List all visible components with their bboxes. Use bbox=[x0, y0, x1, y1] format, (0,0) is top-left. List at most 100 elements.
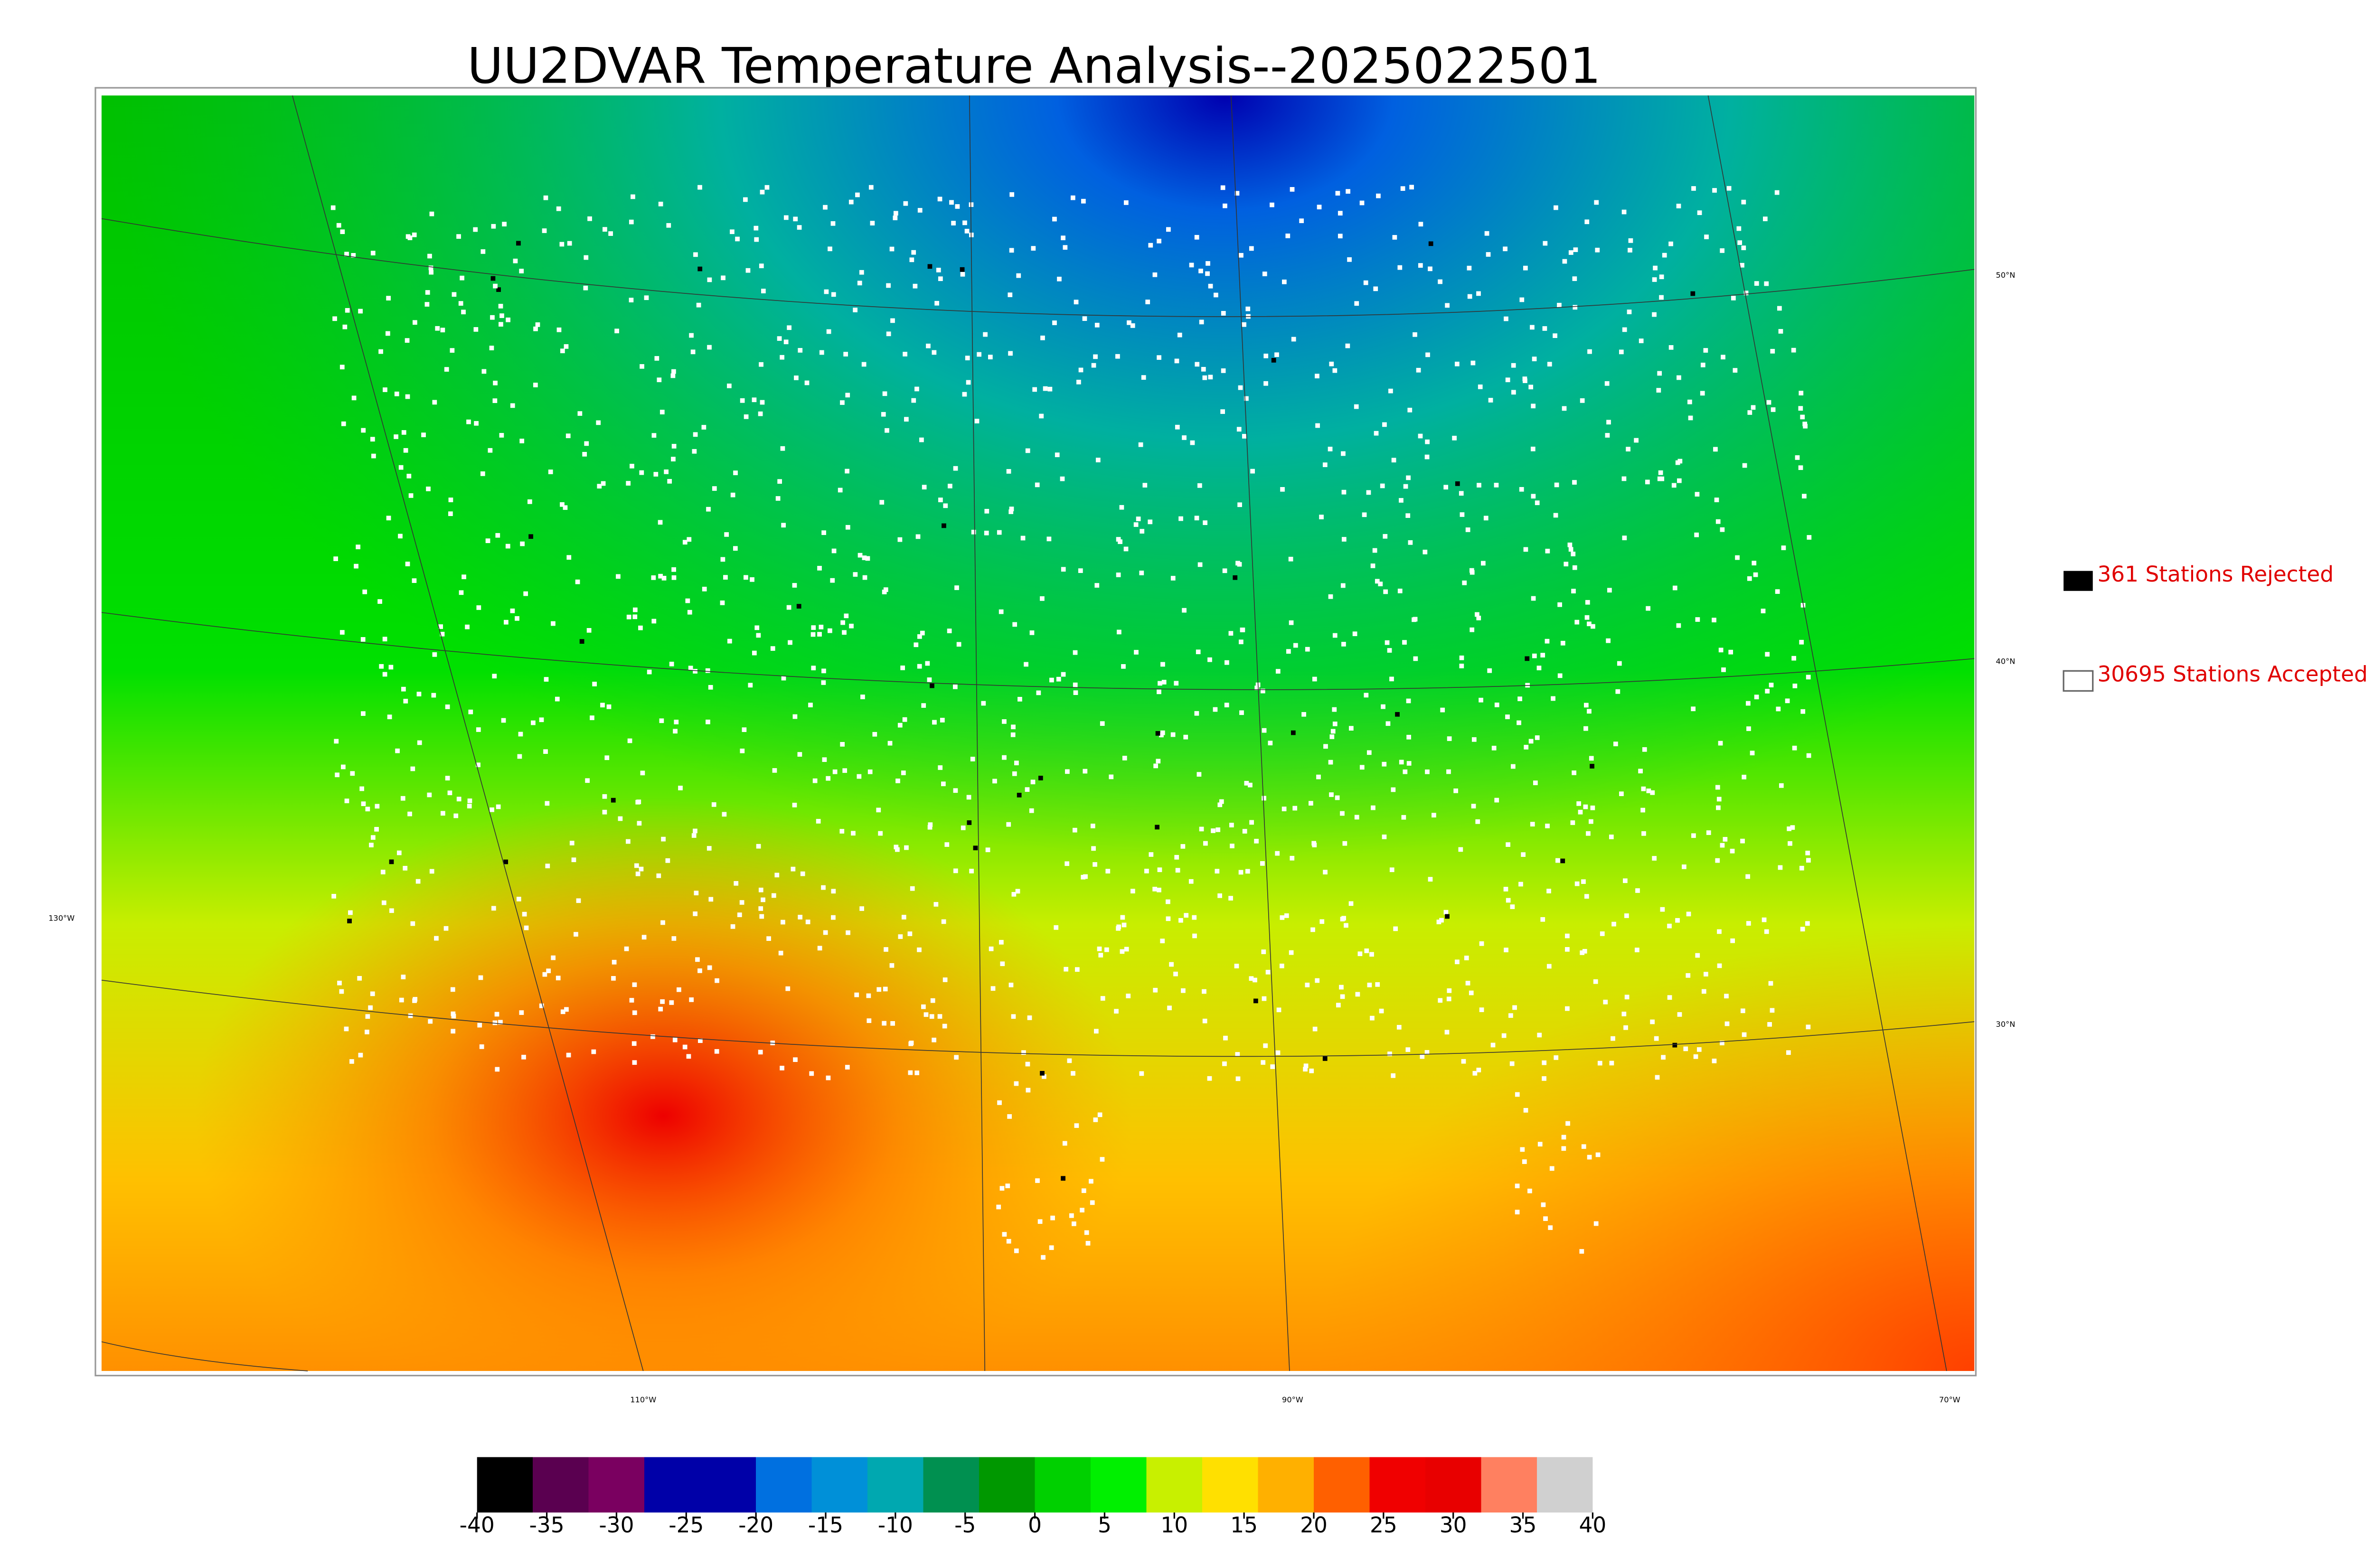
station-dot bbox=[893, 211, 898, 216]
station-dot bbox=[942, 977, 948, 982]
station-dot bbox=[535, 322, 540, 327]
station-dot bbox=[948, 483, 952, 488]
station-dot bbox=[333, 556, 338, 561]
station-dot bbox=[1095, 458, 1101, 462]
station-dot bbox=[811, 625, 816, 630]
station-dot bbox=[565, 433, 571, 438]
station-dot bbox=[635, 871, 641, 876]
station-dot bbox=[1395, 712, 1400, 717]
station-dot bbox=[1745, 701, 1751, 706]
station-dot bbox=[1323, 744, 1328, 749]
station-dot bbox=[735, 236, 740, 242]
station-dot bbox=[821, 668, 826, 674]
station-dot bbox=[618, 816, 623, 821]
station-dot bbox=[1791, 656, 1796, 661]
station-dot bbox=[1093, 1029, 1099, 1034]
station-dot bbox=[1145, 300, 1150, 304]
station-dot bbox=[1494, 482, 1499, 488]
station-dot bbox=[1621, 209, 1627, 215]
station-dot bbox=[504, 620, 509, 625]
station-dot bbox=[358, 1052, 363, 1058]
station-dot bbox=[861, 362, 867, 367]
station-dot bbox=[748, 683, 753, 688]
station-dot bbox=[379, 664, 384, 669]
station-dot bbox=[1573, 247, 1578, 252]
station-dot bbox=[1094, 322, 1100, 328]
station-dot bbox=[1020, 535, 1026, 541]
station-dot bbox=[707, 846, 712, 851]
station-dot bbox=[1285, 234, 1291, 238]
station-dot bbox=[921, 1004, 926, 1009]
station-dot bbox=[1374, 431, 1379, 436]
station-dot bbox=[1512, 1005, 1517, 1010]
station-dot bbox=[1330, 729, 1336, 734]
station-dot bbox=[977, 352, 982, 357]
station-dot bbox=[1715, 519, 1721, 524]
station-dot bbox=[1115, 354, 1120, 359]
station-dot bbox=[340, 229, 345, 235]
station-dot bbox=[1635, 948, 1639, 952]
station-dot bbox=[1802, 494, 1807, 498]
station-dot bbox=[826, 1075, 831, 1080]
colorbar-tick-label: -5 bbox=[954, 1512, 976, 1538]
station-dot bbox=[1662, 253, 1667, 258]
station-dot bbox=[997, 530, 1002, 535]
station-dot bbox=[1040, 335, 1045, 340]
station-dot bbox=[1494, 798, 1499, 803]
station-dot bbox=[1425, 769, 1430, 774]
station-dot bbox=[1392, 235, 1397, 240]
station-dot bbox=[1054, 925, 1059, 930]
station-dot bbox=[1668, 241, 1673, 246]
station-dot bbox=[1201, 366, 1206, 372]
station-dot bbox=[777, 479, 782, 484]
station-dot bbox=[1650, 790, 1655, 795]
station-dot bbox=[1676, 204, 1681, 208]
station-dot bbox=[1195, 362, 1200, 367]
station-dot bbox=[496, 804, 501, 809]
station-dot bbox=[743, 197, 748, 202]
station-dot bbox=[1207, 1076, 1212, 1081]
station-dot bbox=[901, 770, 906, 775]
station-dot bbox=[1570, 820, 1575, 825]
station-dot bbox=[1221, 311, 1226, 316]
station-dot bbox=[667, 479, 672, 484]
station-dot bbox=[1158, 681, 1162, 686]
station-dot bbox=[1345, 343, 1350, 348]
station-dot bbox=[1587, 349, 1592, 354]
station-dot bbox=[1217, 893, 1222, 898]
station-dot bbox=[1008, 351, 1013, 356]
station-dot bbox=[949, 200, 954, 205]
station-dot bbox=[427, 792, 432, 798]
station-dot bbox=[857, 281, 862, 286]
station-dot bbox=[930, 683, 934, 688]
station-dot bbox=[1120, 915, 1125, 920]
station-dot bbox=[1726, 186, 1732, 191]
station-dot bbox=[1464, 956, 1469, 960]
station-dot bbox=[1383, 589, 1388, 594]
station-dot bbox=[1764, 929, 1769, 934]
station-dot bbox=[879, 500, 885, 505]
station-dot bbox=[692, 449, 697, 454]
station-dot bbox=[1557, 302, 1562, 308]
station-dot bbox=[973, 845, 978, 851]
station-dot bbox=[1100, 996, 1105, 1001]
meridian bbox=[1230, 95, 1290, 1371]
station-dot bbox=[1083, 769, 1088, 774]
station-dot bbox=[1021, 1050, 1026, 1055]
station-dot bbox=[689, 333, 694, 338]
station-dot bbox=[574, 932, 578, 937]
station-dot bbox=[1652, 312, 1657, 317]
station-dot bbox=[1682, 864, 1686, 869]
station-dot bbox=[846, 930, 850, 935]
station-dot bbox=[1806, 675, 1811, 680]
station-dot bbox=[1641, 831, 1646, 836]
station-dot bbox=[1582, 948, 1587, 954]
station-dot bbox=[917, 947, 922, 952]
station-dot bbox=[1511, 363, 1516, 368]
station-dot bbox=[1009, 507, 1014, 511]
station-dot bbox=[495, 533, 500, 538]
station-dot bbox=[434, 936, 439, 941]
station-dot bbox=[708, 897, 714, 902]
station-dot bbox=[929, 1014, 934, 1019]
station-dot bbox=[730, 229, 735, 235]
